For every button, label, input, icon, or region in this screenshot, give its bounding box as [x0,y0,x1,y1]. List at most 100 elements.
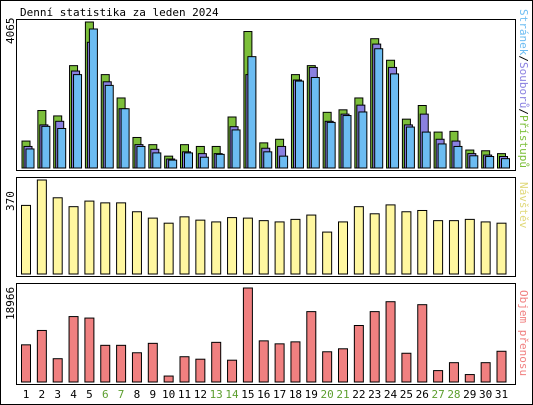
pages-bar-1 [25,148,35,169]
panel-visits-max-label: 370 [4,191,17,211]
legend-hits-label: Přístupů [517,115,530,168]
day-label-30: 30 [479,388,492,401]
day-label-14: 14 [225,388,239,401]
day-label-6: 6 [102,388,109,401]
pages-bar-25 [405,126,415,169]
visits-bar-8 [131,211,142,275]
pages-bar-19 [310,76,320,169]
visits-bar-11 [179,216,190,275]
pages-bar-15 [247,56,257,169]
visits-bar-21 [338,221,348,275]
kbytes-bar-19 [306,311,317,383]
pages-bar-29 [469,155,479,169]
kbytes-bar-23 [369,311,380,383]
visits-bar-30 [480,221,491,275]
kbytes-bar-25 [401,352,412,383]
day-label-7: 7 [118,388,125,401]
pages-bar-17 [279,155,289,169]
visits-bar-3 [52,197,63,275]
kbytes-bar-11 [179,356,190,383]
visits-bar-24 [385,204,396,275]
day-label-22: 22 [352,388,365,401]
day-label-25: 25 [400,388,413,401]
pages-bar-13 [215,153,225,169]
kbytes-bar-7 [116,344,127,383]
day-label-11: 11 [178,388,191,401]
pages-bar-23 [374,48,384,169]
day-label-12: 12 [194,388,207,401]
day-label-18: 18 [289,388,302,401]
kbytes-bar-13 [211,341,222,383]
kbytes-bar-20 [322,351,333,383]
day-label-10: 10 [162,388,175,401]
day-axis-labels: 1 2 3 4 5 6 7 8 9 10 11 12 13 14 15 16 17 18 19 20 21 22 23 24 2… [23,388,508,401]
visits-bar-31 [496,222,507,275]
kbytes-bar-17 [274,343,285,383]
legend-kbytes-label: Objem přenosu [517,290,530,376]
kbytes-bar-1 [21,344,31,383]
kbytes-bar-15 [242,287,253,383]
kbytes-bar-4 [68,316,79,383]
day-label-24: 24 [384,388,398,401]
legend-separator-1: / [517,55,530,62]
visits-bar-19 [306,214,317,275]
legend-pages-label: Stránek [517,9,530,56]
visits-bar-25 [401,211,412,275]
visits-bar-1 [21,204,31,275]
visits-bars [21,179,507,275]
kbytes-bar-22 [353,324,364,383]
day-label-13: 13 [210,388,223,401]
visits-bar-10 [163,222,174,275]
pages-bar-30 [485,156,495,169]
visits-bar-27 [433,220,444,275]
hits-files-pages-bars [21,21,510,169]
visits-bar-28 [448,220,459,275]
visits-bar-14 [227,217,238,275]
kbytes-bar-18 [290,341,301,383]
kbytes-bar-21 [338,348,348,383]
day-label-15: 15 [241,388,254,401]
visits-bar-4 [68,206,79,275]
pages-bar-18 [294,80,304,169]
day-label-5: 5 [86,388,93,401]
kbytes-bar-8 [131,352,142,383]
kbytes-bar-30 [480,362,491,383]
day-label-19: 19 [305,388,318,401]
visits-bar-2 [36,179,47,275]
kbytes-bar-16 [258,340,269,383]
day-label-8: 8 [134,388,141,401]
visits-bar-15 [242,217,253,275]
day-label-17: 17 [273,388,286,401]
pages-bar-4 [73,74,83,169]
kbytes-bar-28 [448,362,459,383]
kbytes-bar-12 [195,358,206,383]
day-label-27: 27 [431,388,444,401]
kbytes-bar-27 [433,370,444,383]
visits-bar-23 [369,213,380,275]
kbytes-bar-5 [84,317,95,383]
visits-bar-18 [290,218,301,275]
pages-bar-8 [136,145,146,169]
pages-bar-21 [342,115,352,169]
visits-bar-17 [274,221,285,275]
pages-bar-14 [231,129,241,169]
visits-bar-29 [464,218,475,275]
day-label-26: 26 [416,388,429,401]
pages-bar-24 [390,73,400,169]
day-label-20: 20 [321,388,334,401]
visits-bar-6 [100,202,111,275]
pages-bar-27 [437,143,447,169]
legend-separator-2: / [517,108,530,115]
day-label-3: 3 [54,388,61,401]
panel-hits-max-label: 4065 [4,18,17,45]
legend-files-label: Souborů [517,62,530,108]
kbytes-bar-9 [147,342,158,383]
day-label-9: 9 [149,388,156,401]
pages-bar-5 [88,28,98,169]
pages-bar-6 [104,84,114,169]
pages-bar-10 [168,159,178,169]
kbytes-bar-14 [227,359,238,383]
visits-bar-12 [195,219,206,275]
kbytes-bar-29 [464,374,475,383]
